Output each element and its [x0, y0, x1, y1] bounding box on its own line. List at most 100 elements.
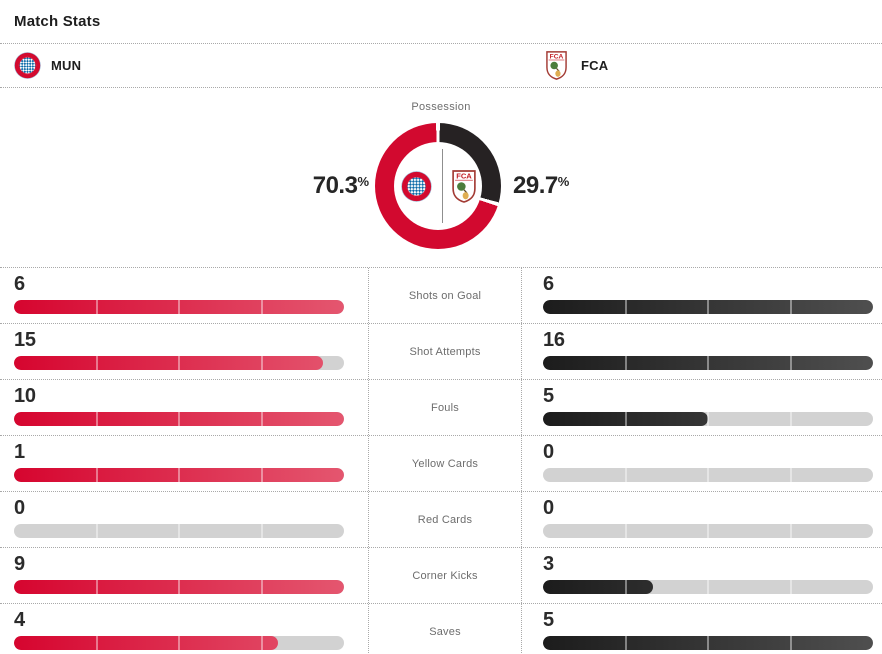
stat-label: Fouls: [431, 401, 459, 414]
bar-separator: [624, 412, 627, 426]
bar-separator: [707, 412, 709, 426]
home-bar-fill: [14, 468, 344, 482]
home-stat-bar: [14, 356, 344, 370]
bar-separator: [178, 356, 180, 370]
away-stat-bar: [543, 412, 873, 426]
bar-separator: [95, 412, 98, 426]
bar-separator: [789, 636, 792, 650]
home-stat-bar: [14, 468, 344, 482]
bar-separator: [260, 580, 263, 594]
stat-row: 9 Corner Kicks 3: [0, 547, 882, 603]
home-stat-value: 1: [14, 441, 25, 463]
bar-separator: [95, 524, 98, 538]
bar-separator: [260, 524, 263, 538]
away-stat-cell: 3: [522, 548, 882, 603]
home-stat-value: 4: [14, 609, 25, 631]
bar-separator: [789, 412, 792, 426]
stat-label-cell: Yellow Cards: [368, 436, 522, 491]
bar-separator: [789, 580, 792, 594]
donut-center-divider: [441, 149, 443, 223]
stat-row: 15 Shot Attempts 16: [0, 323, 882, 379]
home-stat-bar: [14, 580, 344, 594]
home-stat-value: 10: [14, 385, 36, 407]
bar-separator: [624, 580, 627, 594]
away-stat-cell: 16: [522, 324, 882, 379]
home-team-header: MUN: [14, 44, 81, 87]
away-bar-fill: [543, 356, 873, 370]
stat-label-cell: Red Cards: [368, 492, 522, 547]
away-stat-value: 3: [543, 553, 554, 575]
bar-separator: [95, 636, 98, 650]
bar-separator: [260, 300, 263, 314]
stats-grid: 6 Shots on Goal 6 15: [0, 267, 882, 654]
bar-separator: [95, 580, 98, 594]
away-stat-value: 16: [543, 329, 565, 351]
bayern-munich-crest-icon: [14, 52, 41, 79]
home-stat-cell: 9: [0, 548, 368, 603]
possession-donut-center: [394, 142, 482, 230]
away-stat-bar: [543, 636, 873, 650]
bar-separator: [178, 580, 180, 594]
bar-separator: [95, 356, 98, 370]
stat-label-cell: Shot Attempts: [368, 324, 522, 379]
bar-separator: [707, 524, 709, 538]
bayern-munich-crest-icon: [401, 171, 432, 202]
away-stat-cell: 0: [522, 436, 882, 491]
home-stat-value: 0: [14, 497, 25, 519]
stat-label: Corner Kicks: [412, 569, 478, 582]
home-possession-value: 70.3%: [312, 172, 369, 199]
stat-label: Yellow Cards: [411, 457, 479, 470]
bar-separator: [624, 468, 627, 482]
away-stat-cell: 6: [522, 268, 882, 323]
home-stat-value: 9: [14, 553, 25, 575]
home-stat-cell: 10: [0, 380, 368, 435]
possession-title: Possession: [411, 101, 471, 113]
team-header-row: MUN FCA: [0, 43, 882, 88]
bar-separator: [624, 636, 627, 650]
bar-separator: [260, 356, 263, 370]
home-stat-cell: 4: [0, 604, 368, 654]
bar-separator: [95, 468, 98, 482]
stat-row: 10 Fouls 5: [0, 379, 882, 435]
away-stat-value: 0: [543, 441, 554, 463]
away-stat-cell: 5: [522, 604, 882, 654]
bar-separator: [260, 412, 263, 426]
away-stat-bar: [543, 356, 873, 370]
bar-separator: [624, 524, 627, 538]
bar-separator: [95, 300, 98, 314]
bar-separator: [624, 356, 627, 370]
home-stat-value: 15: [14, 329, 36, 351]
stat-row: 4 Saves 5: [0, 603, 882, 654]
home-bar-fill: [14, 412, 344, 426]
home-stat-cell: 15: [0, 324, 368, 379]
possession-section: Possession 70.3% 29.7%: [0, 88, 882, 267]
away-bar-fill: [543, 580, 653, 594]
stat-label-cell: Saves: [368, 604, 522, 654]
bar-separator: [789, 524, 792, 538]
possession-donut-chart: [375, 123, 501, 249]
home-stat-cell: 1: [0, 436, 368, 491]
home-stat-cell: 0: [0, 492, 368, 547]
bar-separator: [260, 468, 263, 482]
stat-row: 0 Red Cards 0: [0, 491, 882, 547]
bar-separator: [707, 300, 709, 314]
stat-label-cell: Shots on Goal: [368, 268, 522, 323]
augsburg-crest-icon: [452, 170, 476, 203]
away-team-abbr: FCA: [581, 58, 609, 73]
bar-separator: [789, 468, 792, 482]
away-stat-cell: 0: [522, 492, 882, 547]
bar-separator: [178, 636, 180, 650]
bar-separator: [707, 580, 709, 594]
away-stat-value: 0: [543, 497, 554, 519]
home-bar-fill: [14, 300, 344, 314]
stat-label-cell: Corner Kicks: [368, 548, 522, 603]
stat-row: 1 Yellow Cards 0: [0, 435, 882, 491]
home-bar-fill: [14, 580, 344, 594]
away-possession-value: 29.7%: [513, 172, 570, 199]
away-stat-value: 6: [543, 273, 554, 295]
away-stat-cell: 5: [522, 380, 882, 435]
bar-separator: [707, 636, 709, 650]
home-bar-fill: [14, 636, 278, 650]
stat-label: Shots on Goal: [408, 289, 482, 302]
